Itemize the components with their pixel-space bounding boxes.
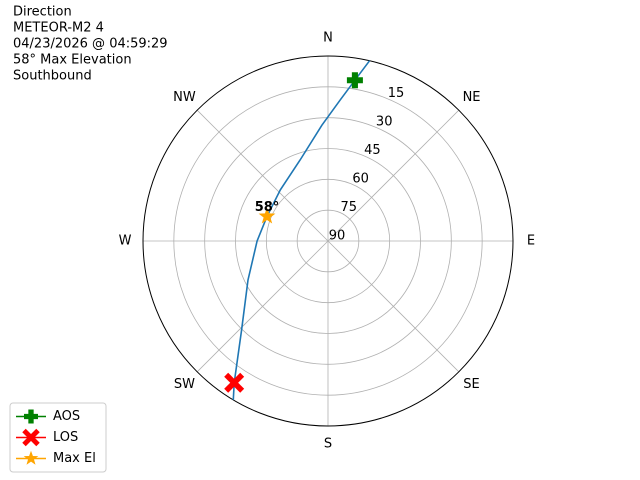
title-line: Direction [13,5,72,20]
grid-spoke [327,240,460,373]
theta-tick-label: SW [174,377,195,392]
pass-track [232,60,371,400]
r-tick-label: 90 [329,229,346,244]
legend-label: Max El [53,451,96,466]
theta-tick-label: SE [463,377,479,392]
grid-spoke [327,109,460,242]
legend-box [9,402,107,473]
annotation: 58° [255,200,280,215]
polar-frame [142,55,514,427]
marker-star [258,207,276,224]
theta-tick-label: NW [173,90,196,105]
marker-x-stroke [22,428,40,447]
marker-star [23,450,39,465]
marker-plus [24,409,38,424]
grid-spoke [196,109,329,242]
r-tick-label: 15 [388,86,405,101]
title-line: METEOR-M2 4 [13,21,104,36]
r-tick-label: 75 [341,200,358,215]
legend: AOS LOS Max El [9,402,107,473]
theta-tick-label: N [323,31,333,46]
title-line: Southbound [13,69,92,84]
r-tick-label: 45 [364,143,381,158]
theta-tick-label: S [324,437,332,452]
title-line: 58° Max Elevation [13,53,132,68]
r-tick-label: 30 [376,115,393,130]
theta-tick-label: NE [463,90,481,105]
theta-tick-label: E [527,234,535,249]
marker-x [22,428,40,447]
legend-label: LOS [53,430,78,445]
theta-tick-label: W [119,234,132,249]
marker-plus [346,72,363,89]
grid-spoke [196,240,329,373]
r-tick-label: 60 [352,172,369,187]
legend-label: AOS [53,409,80,424]
marker-x [224,372,245,393]
marker-x-stroke [224,372,245,393]
title-line: 04/23/2026 @ 04:59:29 [13,37,168,52]
